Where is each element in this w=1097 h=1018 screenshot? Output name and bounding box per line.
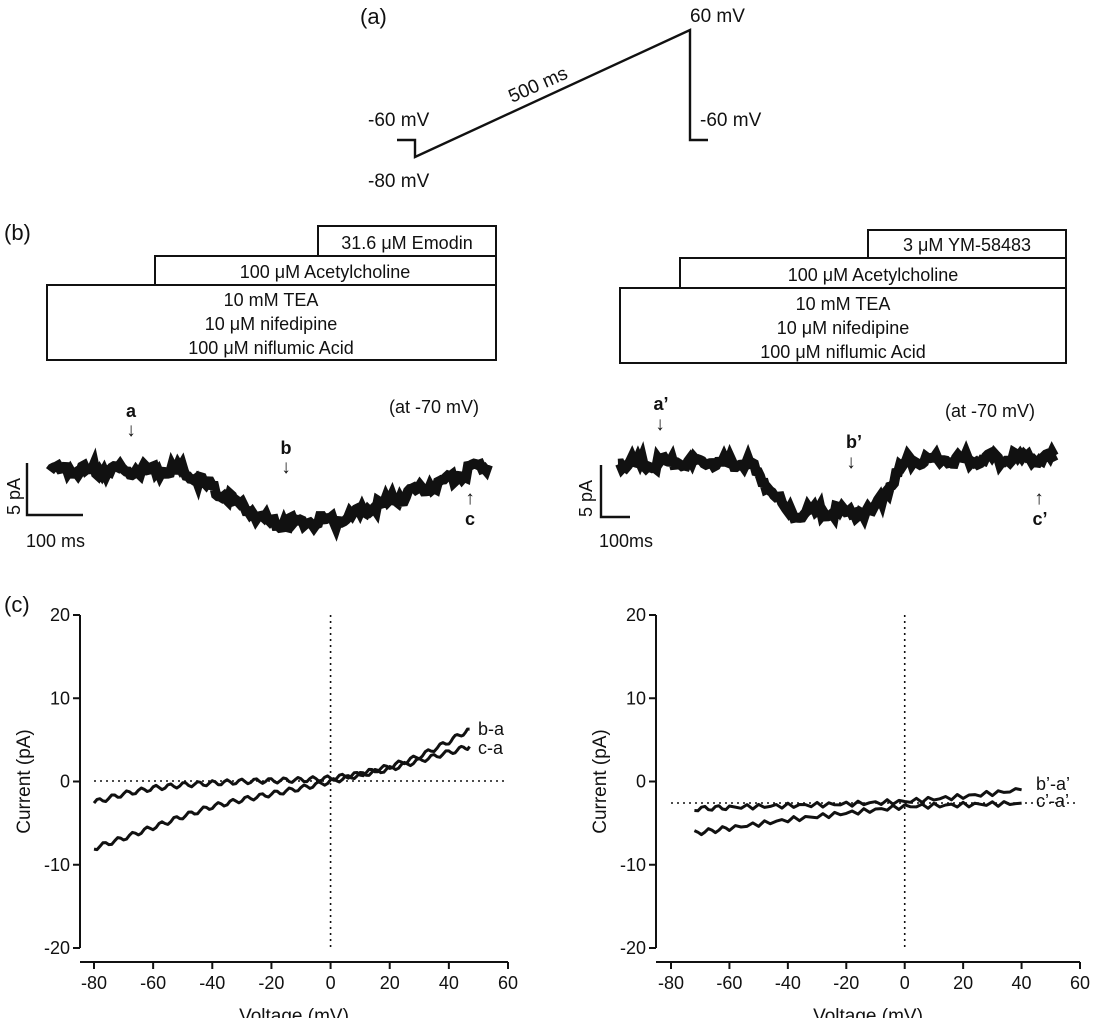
y-axis-label: Current (pA): [590, 729, 611, 834]
right-arrow-a: ↓: [655, 414, 665, 435]
left-drug-box-base: [46, 284, 497, 361]
protocol-top-voltage: 60 mV: [690, 6, 745, 27]
y-tick-label: -20: [620, 938, 646, 958]
x-tick-label: -80: [81, 973, 107, 993]
left-drug-box-ach: [154, 255, 497, 286]
y-axis-label: Current (pA): [14, 729, 35, 834]
x-tick-label: -80: [658, 973, 684, 993]
right-drug-box-base: [619, 287, 1067, 364]
left-drug-ach: 100 μM Acetylcholine: [240, 262, 410, 282]
protocol-waveform: [397, 28, 708, 159]
y-tick-label: 10: [50, 688, 70, 708]
right-arrow-c: ↑: [1034, 488, 1044, 509]
series-label: b’-a’: [1036, 774, 1070, 794]
iv-plot-left: -20 -10 0 10 20 -80 -60 -40 -20 0 20 40 60 b-ac-a Volt…: [14, 605, 518, 1018]
y-tick-label: 10: [626, 688, 646, 708]
left-drug-tea: 10 mM TEA: [224, 290, 319, 310]
x-tick-label: 40: [1012, 973, 1032, 993]
right-drug-ym: 3 μM YM-58483: [903, 235, 1031, 255]
y-tick-label: -10: [620, 855, 646, 875]
right-scale-bar: [599, 465, 630, 519]
y-tick-label: -10: [44, 855, 70, 875]
left-marker-c: c: [465, 509, 475, 529]
left-drug-emodin: 31.6 μM Emodin: [341, 233, 472, 253]
x-tick-label: -40: [199, 973, 225, 993]
y-tick-label: 0: [636, 772, 646, 792]
x-tick-label: 0: [900, 973, 910, 993]
x-axis-label: Voltage (mV): [813, 1006, 923, 1018]
panel-label-b: (b): [4, 220, 31, 245]
right-scale-x: 100ms: [599, 531, 653, 551]
left-scale-x: 100 ms: [26, 531, 85, 551]
series-line: [694, 787, 1022, 813]
right-holding-label: (at -70 mV): [945, 401, 1035, 421]
left-arrow-b: ↓: [281, 457, 291, 478]
x-axis-label: Voltage (mV): [239, 1006, 349, 1018]
y-tick-label: 20: [626, 605, 646, 625]
x-tick-label: 40: [439, 973, 459, 993]
protocol-end-voltage: -60 mV: [700, 110, 762, 131]
y-tick-label: 20: [50, 605, 70, 625]
x-tick-label: -60: [140, 973, 166, 993]
series-label: c’-a’: [1036, 791, 1069, 811]
series-label: c-a: [478, 738, 504, 758]
right-drug-niflumic: 100 μM niflumic Acid: [760, 342, 925, 362]
left-scale-y: 5 pA: [4, 478, 24, 515]
right-arrow-b: ↓: [846, 452, 856, 473]
panel-label-c: (c): [4, 592, 30, 617]
left-marker-b: b: [281, 438, 292, 458]
right-scale-y: 5 pA: [576, 480, 596, 517]
x-tick-label: -20: [833, 973, 859, 993]
panel-label-a: (a): [360, 4, 387, 29]
protocol-start-voltage: -80 mV: [368, 171, 430, 192]
left-drug-box-emodin: [317, 225, 497, 257]
right-drug-nifedipine: 10 μM nifedipine: [777, 318, 909, 338]
x-tick-label: -40: [775, 973, 801, 993]
left-marker-a: a: [126, 401, 137, 421]
right-marker-a: a’: [653, 394, 668, 414]
left-holding-label: (at -70 mV): [389, 397, 479, 417]
x-tick-label: -20: [258, 973, 284, 993]
right-marker-b: b’: [846, 432, 862, 452]
y-tick-label: 0: [60, 772, 70, 792]
x-tick-label: 60: [1070, 973, 1090, 993]
left-scale-bar: [25, 463, 83, 517]
protocol-hold-voltage: -60 mV: [368, 110, 430, 131]
x-tick-label: 20: [380, 973, 400, 993]
iv-plot-right: -20 -10 0 10 20 -80 -60 -40 -20 0 20 40 60 b’-a’c’-a’…: [590, 605, 1090, 1018]
series-line: [93, 744, 471, 852]
left-arrow-c: ↑: [465, 488, 475, 509]
series-line: [693, 800, 1022, 837]
x-tick-label: 60: [498, 973, 518, 993]
x-tick-label: 20: [953, 973, 973, 993]
series-label: b-a: [478, 719, 505, 739]
left-arrow-a: ↓: [126, 420, 136, 441]
right-drug-tea: 10 mM TEA: [796, 294, 891, 314]
right-drug-ach: 100 μM Acetylcholine: [788, 265, 958, 285]
right-current-trace: [615, 440, 1059, 530]
x-tick-label: 0: [326, 973, 336, 993]
series-line: [92, 727, 470, 805]
x-tick-label: -60: [716, 973, 742, 993]
left-drug-niflumic: 100 μM niflumic Acid: [188, 338, 353, 358]
y-tick-label: -20: [44, 938, 70, 958]
right-marker-c: c’: [1032, 509, 1047, 529]
left-current-trace: [45, 447, 493, 542]
left-drug-nifedipine: 10 μM nifedipine: [205, 314, 337, 334]
